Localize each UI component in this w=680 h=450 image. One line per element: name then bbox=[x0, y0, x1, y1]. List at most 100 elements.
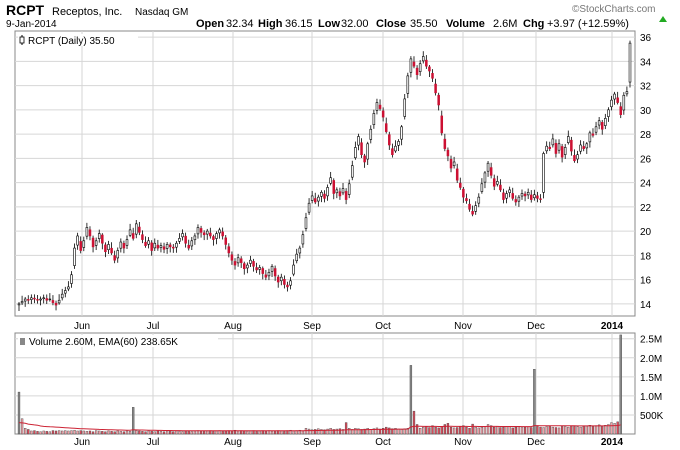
volume-bar bbox=[591, 426, 595, 435]
volume-legend-icon bbox=[20, 338, 25, 345]
candle bbox=[218, 227, 221, 239]
candle-body bbox=[499, 184, 502, 191]
volume-bar bbox=[480, 426, 484, 435]
candle-body bbox=[576, 154, 579, 160]
volume-y-tick-label: 500K bbox=[640, 411, 664, 422]
candle-body bbox=[341, 188, 345, 194]
candle-body bbox=[261, 268, 265, 274]
candle-body bbox=[141, 234, 144, 240]
volume-bar bbox=[499, 427, 502, 435]
candle-body bbox=[418, 63, 422, 72]
candle-body bbox=[400, 126, 403, 140]
volume-bar bbox=[357, 428, 360, 435]
volume-bar bbox=[465, 426, 468, 435]
volume-bar bbox=[298, 429, 301, 435]
candle bbox=[607, 107, 610, 122]
candle bbox=[212, 234, 215, 246]
candle bbox=[335, 187, 339, 199]
candle bbox=[551, 133, 555, 148]
candle-body bbox=[230, 254, 234, 261]
candle bbox=[372, 109, 376, 129]
candle bbox=[616, 91, 619, 105]
candle-body bbox=[372, 113, 376, 126]
up-arrow-icon bbox=[659, 16, 667, 22]
ohlc-summary: Open 32.34 High 36.15 Low 32.00 Close 35… bbox=[196, 18, 629, 30]
candle bbox=[576, 150, 579, 164]
volume-bar bbox=[354, 428, 357, 435]
candle-body bbox=[286, 284, 289, 288]
volume-y-tick-label: 2.5M bbox=[640, 335, 662, 346]
volume-bar bbox=[113, 431, 116, 435]
high-label: High bbox=[258, 18, 283, 30]
candle bbox=[397, 139, 400, 151]
candle-body bbox=[283, 279, 286, 285]
candle bbox=[628, 40, 632, 88]
candle bbox=[452, 156, 456, 169]
candle-body bbox=[529, 194, 533, 200]
candle-body bbox=[73, 247, 76, 266]
candle bbox=[459, 177, 462, 190]
candle-body bbox=[221, 231, 224, 237]
volume-bar bbox=[264, 430, 268, 435]
candle bbox=[560, 143, 564, 163]
candle-body bbox=[369, 128, 373, 140]
candle bbox=[563, 143, 567, 159]
candle-body bbox=[246, 264, 249, 269]
volume-bar bbox=[326, 428, 329, 435]
volume-bar bbox=[332, 429, 335, 435]
candle-body bbox=[88, 229, 92, 237]
candle-body bbox=[434, 83, 437, 94]
volume-bar bbox=[613, 423, 616, 435]
candle bbox=[357, 133, 360, 151]
candle-body bbox=[33, 297, 36, 300]
candle-body bbox=[60, 293, 64, 299]
candle-body bbox=[607, 109, 610, 117]
candle-body bbox=[604, 118, 607, 126]
candle-body bbox=[351, 165, 354, 178]
price-legend-bg bbox=[18, 34, 138, 46]
volume-ema-line bbox=[18, 422, 621, 432]
ticker-symbol: RCPT bbox=[6, 2, 45, 18]
candle bbox=[573, 149, 576, 163]
candle-body bbox=[412, 61, 416, 67]
candle bbox=[548, 141, 552, 152]
candle bbox=[344, 188, 348, 205]
volume-bar bbox=[363, 428, 366, 435]
candle bbox=[604, 113, 607, 130]
candle-body bbox=[289, 280, 292, 286]
candle bbox=[591, 128, 595, 138]
candle-body bbox=[57, 299, 61, 304]
volume-bar bbox=[169, 431, 172, 435]
candle bbox=[384, 117, 388, 134]
candle bbox=[233, 258, 237, 270]
volume-bar bbox=[489, 425, 493, 435]
candle bbox=[388, 131, 391, 150]
candle-body bbox=[113, 255, 116, 261]
volume-bar bbox=[530, 427, 533, 435]
volume-bar bbox=[82, 430, 85, 435]
price-y-tick-label: 24 bbox=[640, 179, 652, 190]
candle bbox=[283, 275, 286, 289]
volume-bar bbox=[91, 431, 95, 435]
volume-x-tick-label: Nov bbox=[454, 437, 472, 448]
candle bbox=[178, 233, 181, 244]
candle bbox=[594, 121, 598, 136]
company-name: Receptos, Inc. bbox=[52, 6, 122, 18]
volume-bar bbox=[317, 428, 320, 435]
volume-bar bbox=[320, 429, 323, 435]
candle bbox=[533, 189, 536, 201]
candle-body bbox=[304, 217, 308, 229]
candle bbox=[421, 51, 425, 64]
price-y-tick-label: 26 bbox=[640, 154, 652, 165]
candle-body bbox=[119, 241, 123, 249]
candle bbox=[20, 295, 24, 305]
volume-bar bbox=[548, 426, 551, 435]
volume-bar bbox=[564, 426, 567, 435]
candle bbox=[391, 143, 394, 158]
volume-bar bbox=[193, 430, 197, 435]
candle bbox=[135, 220, 138, 239]
volume-bar bbox=[619, 334, 622, 435]
candle bbox=[320, 190, 323, 203]
candle-body bbox=[212, 236, 215, 240]
candle bbox=[428, 65, 431, 78]
